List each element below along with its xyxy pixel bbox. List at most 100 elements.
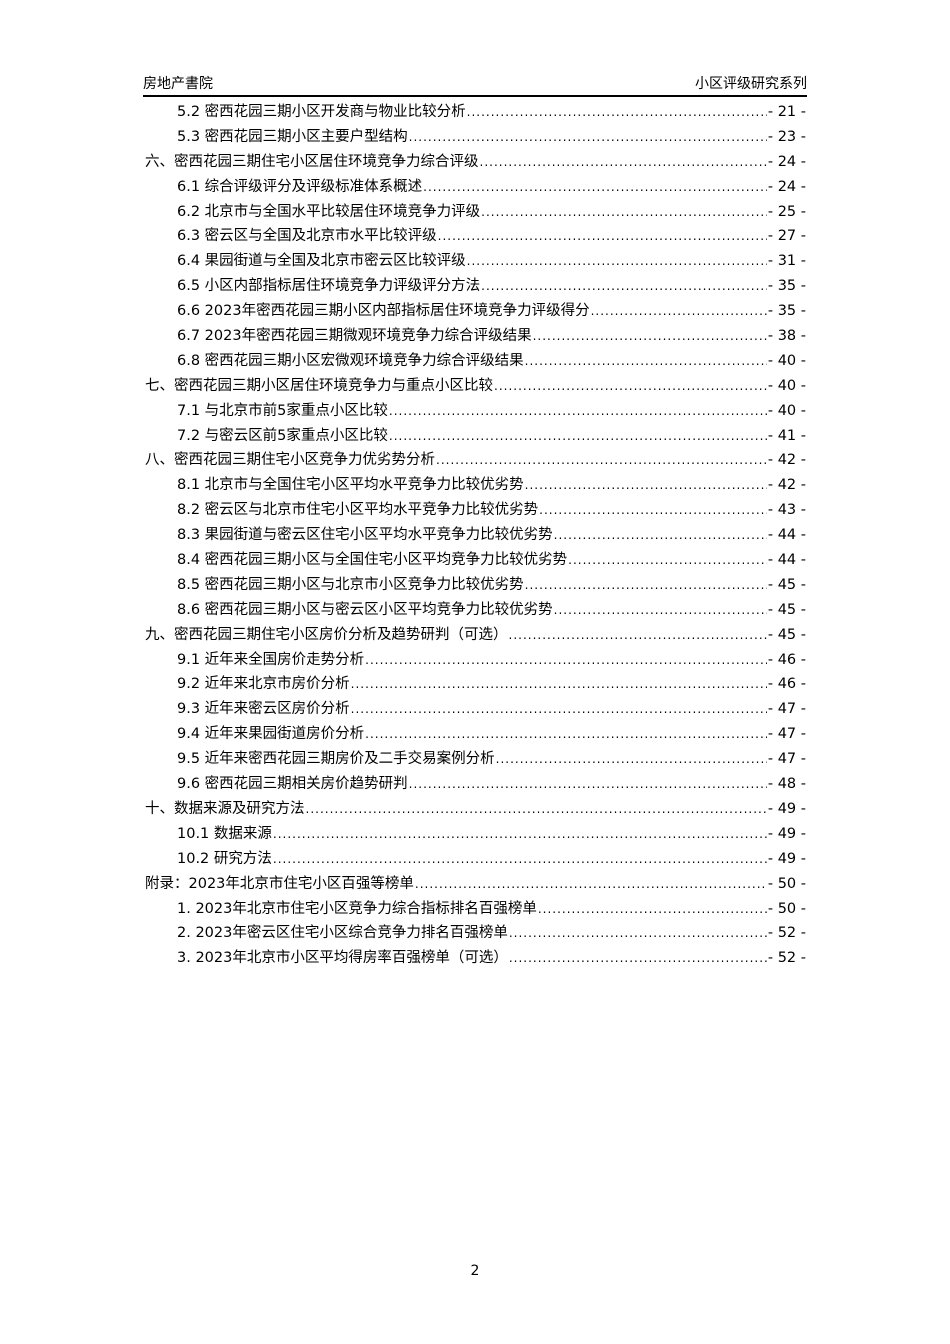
toc-entry[interactable]: 3. 2023年北京市小区平均得房率百强榜单（可选） - 52 - [145,946,806,971]
toc-entry-label[interactable]: 十、数据来源及研究方法 [145,800,305,817]
toc-entry-page: - 52 - [767,950,806,967]
toc-entry-label[interactable]: 8.5 密西花园三期小区与北京市小区竞争力比较优劣势 [177,576,524,593]
toc-entry-page: - 40 - [767,377,806,394]
toc-entry-label[interactable]: 3. 2023年北京市小区平均得房率百强榜单（可选） [177,950,508,967]
toc-entry[interactable]: 7.2 与密云区前5家重点小区比较 - 41 - [145,424,806,449]
toc-leader-dots [365,727,767,741]
toc-entry[interactable]: 九、密西花园三期住宅小区房价分析及趋势研判（可选） - 45 - [145,623,806,648]
toc-leader-dots [467,254,767,268]
toc-entry-page: - 44 - [767,552,806,569]
toc-leader-dots [481,279,767,293]
toc-entry-page: - 49 - [767,825,806,842]
toc-entry-label[interactable]: 9.4 近年来果园街道房价分析 [177,726,365,743]
toc-entry[interactable]: 七、密西花园三期小区居住环境竞争力与重点小区比较 - 40 - [145,374,806,399]
toc-entry[interactable]: 六、密西花园三期住宅小区居住环境竞争力综合评级 - 24 - [145,150,806,175]
toc-entry-page: - 47 - [767,751,806,768]
toc-entry-page: - 40 - [767,352,806,369]
toc-entry[interactable]: 8.5 密西花园三期小区与北京市小区竞争力比较优劣势 - 45 - [145,573,806,598]
toc-entry[interactable]: 6.5 小区内部指标居住环境竞争力评级评分方法 - 35 - [145,274,806,299]
toc-entry-label[interactable]: 6.6 2023年密西花园三期小区内部指标居住环境竞争力评级得分 [177,303,590,320]
toc-entry-page: - 24 - [767,178,806,195]
toc-entry[interactable]: 8.3 果园街道与密云区住宅小区平均水平竞争力比较优劣势 - 44 - [145,523,806,548]
toc-entry-label[interactable]: 七、密西花园三期小区居住环境竞争力与重点小区比较 [145,377,493,394]
toc-leader-dots [509,628,767,642]
toc-leader-dots [273,827,767,841]
header-left: 房地产書院 [143,76,213,92]
toc-leader-dots [494,379,767,393]
toc-leader-dots [438,229,767,243]
toc-entry-label[interactable]: 6.2 北京市与全国水平比较居住环境竞争力评级 [177,203,481,220]
toc-entry[interactable]: 5.2 密西花园三期小区开发商与物业比较分析 - 21 - [145,100,806,125]
toc-entry-label[interactable]: 6.3 密云区与全国及北京市水平比较评级 [177,228,437,245]
toc-entry-page: - 45 - [767,576,806,593]
toc-entry-label[interactable]: 8.2 密云区与北京市住宅小区平均水平竞争力比较优劣势 [177,502,539,519]
toc-entry-label[interactable]: 附录：2023年北京市住宅小区百强等榜单 [145,875,414,892]
toc-leader-dots [389,429,767,443]
toc-entry-label[interactable]: 8.6 密西花园三期小区与密云区小区平均竞争力比较优劣势 [177,601,553,618]
toc-entry-label[interactable]: 九、密西花园三期住宅小区房价分析及趋势研判（可选） [145,626,508,643]
toc-entry[interactable]: 6.4 果园街道与全国及北京市密云区比较评级 - 31 - [145,249,806,274]
toc-entry[interactable]: 7.1 与北京市前5家重点小区比较 - 40 - [145,399,806,424]
toc-entry[interactable]: 8.6 密西花园三期小区与密云区小区平均竞争力比较优劣势 - 45 - [145,598,806,623]
toc-entry-label[interactable]: 9.3 近年来密云区房价分析 [177,701,350,718]
toc-entry-page: - 43 - [767,502,806,519]
toc-entry-label[interactable]: 8.3 果园街道与密云区住宅小区平均水平竞争力比较优劣势 [177,527,553,544]
toc-entry[interactable]: 8.4 密西花园三期小区与全国住宅小区平均竞争力比较优劣势 - 44 - [145,548,806,573]
toc-entry[interactable]: 9.4 近年来果园街道房价分析 - 47 - [145,722,806,747]
toc-entry[interactable]: 2. 2023年密云区住宅小区综合竞争力排名百强榜单 - 52 - [145,921,806,946]
toc-entry[interactable]: 10.1 数据来源 - 49 - [145,822,806,847]
toc-entry-label[interactable]: 10.1 数据来源 [177,825,272,842]
toc-entry-label[interactable]: 9.5 近年来密西花园三期房价及二手交易案例分析 [177,751,495,768]
toc-entry[interactable]: 6.2 北京市与全国水平比较居住环境竞争力评级 - 25 - [145,200,806,225]
toc-entry-page: - 44 - [767,527,806,544]
toc-entry[interactable]: 10.2 研究方法 - 49 - [145,847,806,872]
toc-entry[interactable]: 十、数据来源及研究方法 - 49 - [145,797,806,822]
toc-entry[interactable]: 9.6 密西花园三期相关房价趋势研判 - 48 - [145,772,806,797]
toc-entry-page: - 52 - [767,925,806,942]
toc-entry[interactable]: 9.3 近年来密云区房价分析 - 47 - [145,697,806,722]
toc-entry[interactable]: 6.8 密西花园三期小区宏微观环境竞争力综合评级结果 - 40 - [145,349,806,374]
toc-leader-dots [409,130,767,144]
toc-entry[interactable]: 6.6 2023年密西花园三期小区内部指标居住环境竞争力评级得分 - 35 - [145,299,806,324]
toc-entry[interactable]: 6.3 密云区与全国及北京市水平比较评级 - 27 - [145,224,806,249]
toc-entry-label[interactable]: 6.4 果园街道与全国及北京市密云区比较评级 [177,253,466,270]
toc-entry-label[interactable]: 六、密西花园三期住宅小区居住环境竞争力综合评级 [145,153,479,170]
toc-entry[interactable]: 八、密西花园三期住宅小区竞争力优劣势分析 - 42 - [145,448,806,473]
toc-leader-dots [509,926,767,940]
page-header: 房地产書院 小区评级研究系列 [143,66,807,97]
toc-entry-label[interactable]: 5.2 密西花园三期小区开发商与物业比较分析 [177,104,466,120]
toc-entry-label[interactable]: 10.2 研究方法 [177,850,272,867]
toc-entry[interactable]: 9.5 近年来密西花园三期房价及二手交易案例分析 - 47 - [145,747,806,772]
toc-entry-label[interactable]: 6.7 2023年密西花园三期微观环境竞争力综合评级结果 [177,328,532,345]
toc-entry-label[interactable]: 1. 2023年北京市住宅小区竞争力综合指标排名百强榜单 [177,900,537,917]
toc-entry-page: - 47 - [767,726,806,743]
toc-entry[interactable]: 6.1 综合评级评分及评级标准体系概述 - 24 - [145,175,806,200]
toc-entry-label[interactable]: 9.1 近年来全国房价走势分析 [177,651,365,668]
toc-entry[interactable]: 附录：2023年北京市住宅小区百强等榜单 - 50 - [145,872,806,897]
header-right: 小区评级研究系列 [695,76,807,92]
toc-entry-page: - 35 - [767,303,806,320]
toc-entry-page: - 45 - [767,626,806,643]
toc-entry-page: - 42 - [767,477,806,494]
toc-entry[interactable]: 6.7 2023年密西花园三期微观环境竞争力综合评级结果 - 38 - [145,324,806,349]
toc-entry-label[interactable]: 6.1 综合评级评分及评级标准体系概述 [177,178,423,195]
toc-entry[interactable]: 9.2 近年来北京市房价分析 - 46 - [145,672,806,697]
toc-entry-label[interactable]: 8.4 密西花园三期小区与全国住宅小区平均竞争力比较优劣势 [177,552,568,569]
toc-entry-label[interactable]: 6.8 密西花园三期小区宏微观环境竞争力综合评级结果 [177,352,524,369]
toc-entry[interactable]: 1. 2023年北京市住宅小区竞争力综合指标排名百强榜单 - 50 - [145,897,806,922]
toc-entry-label[interactable]: 5.3 密西花园三期小区主要户型结构 [177,128,408,145]
toc-entry[interactable]: 9.1 近年来全国房价走势分析 - 46 - [145,648,806,673]
toc-leader-dots [509,951,767,965]
toc-entry-label[interactable]: 2. 2023年密云区住宅小区综合竞争力排名百强榜单 [177,925,508,942]
toc-leader-dots [525,354,767,368]
toc-entry-label[interactable]: 八、密西花园三期住宅小区竞争力优劣势分析 [145,452,435,469]
toc-entry-label[interactable]: 7.2 与密云区前5家重点小区比较 [177,427,388,444]
toc-entry-label[interactable]: 6.5 小区内部指标居住环境竞争力评级评分方法 [177,278,481,295]
toc-entry-label[interactable]: 7.1 与北京市前5家重点小区比较 [177,402,388,419]
toc-entry-label[interactable]: 8.1 北京市与全国住宅小区平均水平竞争力比较优劣势 [177,477,524,494]
toc-entry[interactable]: 8.2 密云区与北京市住宅小区平均水平竞争力比较优劣势 - 43 - [145,498,806,523]
toc-entry-label[interactable]: 9.6 密西花园三期相关房价趋势研判 [177,776,408,793]
toc-entry-label[interactable]: 9.2 近年来北京市房价分析 [177,676,350,693]
toc-entry[interactable]: 5.3 密西花园三期小区主要户型结构 - 23 - [145,125,806,150]
toc-entry[interactable]: 8.1 北京市与全国住宅小区平均水平竞争力比较优劣势 - 42 - [145,473,806,498]
